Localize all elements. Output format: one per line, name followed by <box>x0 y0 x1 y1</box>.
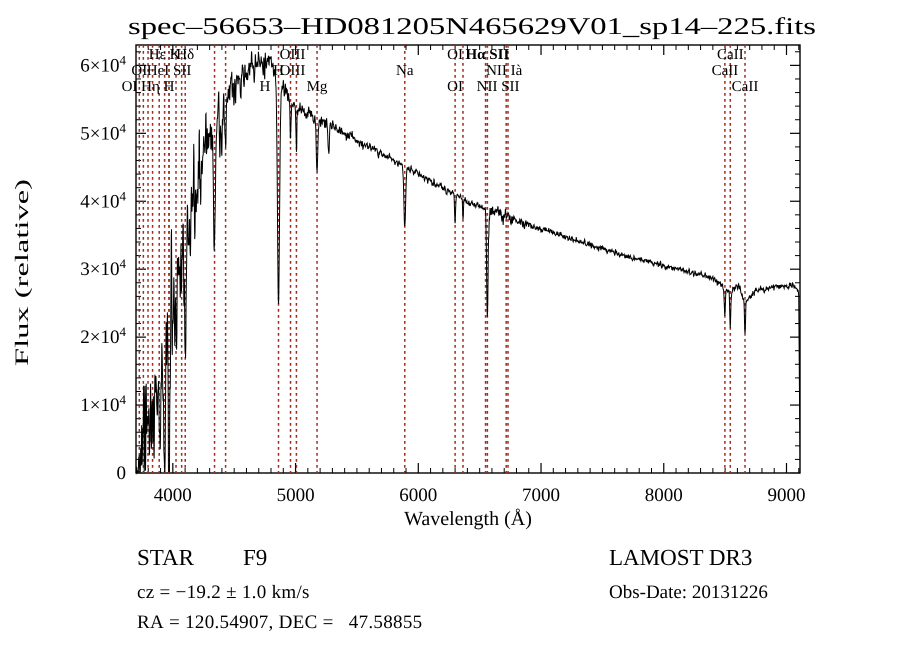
svg-text:6000: 6000 <box>399 485 437 506</box>
svg-text:CaII: CaII <box>717 47 744 63</box>
svg-text:Obs-Date: 20131226: Obs-Date: 20131226 <box>609 582 768 603</box>
svg-text:NII SII: NII SII <box>477 79 520 95</box>
svg-text:OI: OI <box>447 79 463 95</box>
svg-text:5000: 5000 <box>277 485 315 506</box>
svg-text:8000: 8000 <box>645 485 683 506</box>
svg-text:NII Ià: NII Ià <box>486 63 523 79</box>
svg-text:CaII: CaII <box>712 63 739 79</box>
svg-text:4000: 4000 <box>154 485 192 506</box>
svg-text:0: 0 <box>117 463 127 484</box>
svg-text:RA = 120.54907, DEC = 47.588: RA = 120.54907, DEC = 47.58855 <box>137 612 422 633</box>
svg-text:OI Hη H: OI Hη H <box>122 79 175 95</box>
svg-text:OIII: OIII <box>280 63 306 79</box>
svg-text:Hδ: Hδ <box>176 47 194 63</box>
svg-text:OIII: OIII <box>280 47 306 63</box>
svg-text:Mg: Mg <box>307 79 328 95</box>
svg-text:Hα SII: Hα SII <box>465 47 509 63</box>
svg-text:STAR: STAR <box>137 545 195 570</box>
svg-text:9000: 9000 <box>768 485 806 506</box>
svg-text:HeI SII: HeI SII <box>147 63 192 79</box>
svg-text:Flux (relative): Flux (relative) <box>12 179 33 366</box>
svg-text:cz = −19.2 ± 1.0 km/s: cz = −19.2 ± 1.0 km/s <box>137 582 310 603</box>
svg-text:H: H <box>259 79 270 95</box>
svg-text:7000: 7000 <box>522 485 560 506</box>
svg-text:OI: OI <box>447 47 463 63</box>
svg-text:spec–56653–HD081205N465629V01_: spec–56653–HD081205N465629V01_sp14–225.f… <box>128 14 816 40</box>
svg-text:Wavelength (Å): Wavelength (Å) <box>404 508 532 530</box>
svg-text:LAMOST DR3: LAMOST DR3 <box>609 545 752 570</box>
svg-text:Na: Na <box>396 63 414 79</box>
svg-text:F9: F9 <box>243 545 267 570</box>
svg-text:OI: OI <box>131 63 147 79</box>
svg-text:CaII: CaII <box>732 79 759 95</box>
